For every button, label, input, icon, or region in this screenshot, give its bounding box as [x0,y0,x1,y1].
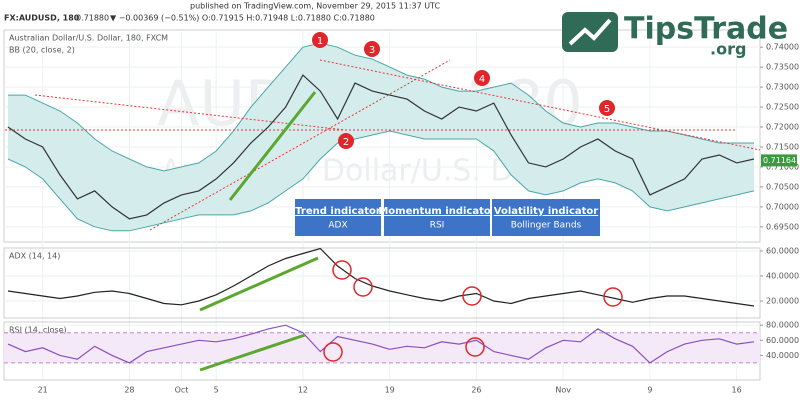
y-tick-label: 0.74000 [766,43,799,52]
info-box [492,199,600,236]
marker-label: 2 [343,137,349,148]
marker-circle [599,100,615,116]
x-tick-label: 21 [38,386,48,395]
marker-label: 4 [479,74,485,85]
info-title: Trend indicator [295,206,381,217]
trendline [149,59,451,231]
logo-arrow [568,18,612,46]
y-tick-label: 0.71500 [766,142,799,151]
quote: ▼ −0.00369 (−0.51%) O:0.71915 H:0.71948 … [110,14,375,23]
green-arrow [199,256,319,312]
x-tick-label: Oct [175,386,189,395]
info-text: ADX [328,221,347,231]
highlight-circle [465,337,485,357]
x-tick-label: Nov [555,386,571,395]
marker-label: 3 [369,45,375,56]
last: 0.71880 [76,14,109,23]
panel-title: Australian Dollar/U.S. Dollar, 180, FXCM [9,34,168,43]
y-tick-label: 40.0000 [766,272,799,281]
panel-frame [3,29,761,243]
marker-circle [312,32,328,48]
series-line [7,247,755,307]
y-tick-label: 60.0000 [766,247,799,256]
info-box [295,199,381,236]
info-title: Volatility indicator [494,206,599,217]
series-line [7,130,755,232]
series-line [8,42,754,172]
band-area [8,43,754,231]
info-title: Momentum indicator [378,206,495,217]
panel-title: ADX (14, 14) [9,252,60,261]
y-tick-label: 40.0000 [766,351,799,360]
y-tick-label: 0.70000 [766,202,799,211]
last-price-label: 0.71164 [763,156,796,165]
y-tick-label: 20.0000 [766,297,799,306]
y-tick-label: 0.69500 [766,222,799,231]
green-arrow [199,333,306,372]
highlight-circle [323,342,343,362]
info-text: Bollinger Bands [511,221,582,231]
marker-circle [338,133,354,149]
y-tick-label: 0.72000 [766,123,799,132]
series-line [7,324,755,364]
marker-label: 5 [604,104,610,115]
highlight-circle [462,286,482,306]
highlight-circle [332,260,352,280]
panel-title: RSI (14, close) [9,326,67,335]
y-tick-label: 0.70500 [766,182,799,191]
symbol: FX:AUDUSD, 180 [4,14,80,23]
trendline [319,59,761,151]
y-tick-label: 0.71000 [766,162,799,171]
x-tick-label: 26 [471,386,481,395]
published: published on TradingView.com, November 2… [190,2,440,11]
logo-domain: .org [710,40,746,59]
y-tick-label: 80.0000 [766,321,799,330]
x-tick-label: 19 [385,386,395,395]
x-tick-label: 12 [298,386,308,395]
x-tick-label: 9 [647,386,652,395]
y-tick-label: 0.73000 [766,83,799,92]
logo-name: TipsTrade [624,12,788,47]
last-price-tag [761,154,797,167]
panel-frame [3,247,761,319]
green-arrow [228,91,317,201]
marker-circle [474,70,490,86]
y-tick-label: 0.72500 [766,103,799,112]
info-box [384,199,490,236]
marker-circle [364,41,380,57]
info-text: RSI [430,221,445,231]
highlight-circle [603,287,623,307]
rsi-band [4,332,760,363]
x-tick-label: 16 [732,386,742,395]
y-tick-label: 60.0000 [766,336,799,345]
highlight-circle [353,277,373,297]
y-tick-label: 0.73500 [766,63,799,72]
panel-subtitle: BB (20, close, 2) [9,46,75,55]
series-line [7,74,755,220]
x-tick-label: 5 [214,386,219,395]
marker-label: 1 [317,36,323,47]
x-tick-label: 28 [124,386,134,395]
